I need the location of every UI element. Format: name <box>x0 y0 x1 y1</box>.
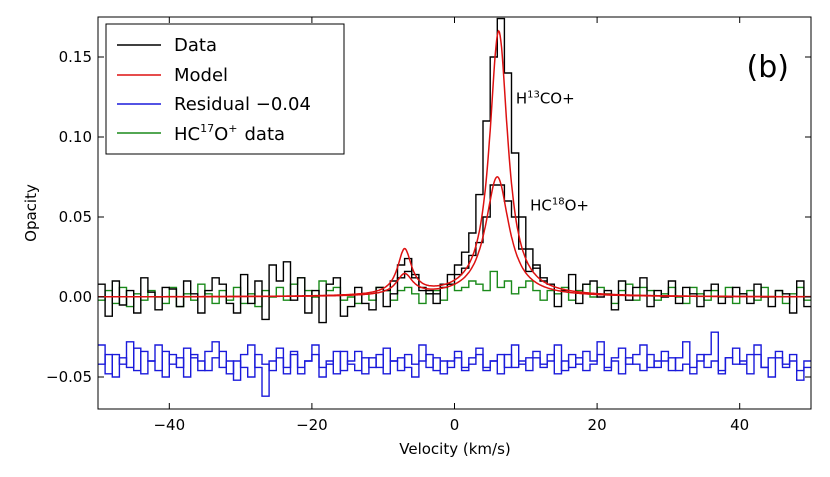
y-tick-label: 0.10 <box>59 128 92 146</box>
legend-hc17o-mid: O <box>214 124 228 145</box>
series-line-3 <box>98 331 811 397</box>
x-axis-label: Velocity (km/s) <box>399 440 510 458</box>
y-axis: −0.05 0.00 0.05 0.10 0.15 <box>46 48 811 386</box>
annotation-suffix: CO+ <box>540 89 575 107</box>
x-tick-label: 20 <box>588 416 607 434</box>
series-line-4 <box>98 347 811 381</box>
y-tick-label: 0.05 <box>59 208 92 226</box>
y-tick-label: 0.00 <box>59 288 92 306</box>
hc18o-annotation: HC18O+ <box>530 197 589 215</box>
annotation-suffix: O+ <box>565 197 589 215</box>
x-tick-label: 0 <box>450 416 460 434</box>
y-axis-label: Opacity <box>22 184 40 242</box>
x-tick-label: −40 <box>153 416 185 434</box>
y-tick-label: −0.05 <box>46 368 92 386</box>
legend-hc17o-main: HC <box>174 124 200 145</box>
annotation-superscript: 13 <box>527 89 540 100</box>
legend-hc17o-sup2: + <box>228 122 237 135</box>
x-tick-label: −20 <box>296 416 328 434</box>
model-curve-1 <box>98 175 811 298</box>
annotation-prefix: H <box>516 89 527 107</box>
h13co-annotation: H13CO+ <box>516 89 575 107</box>
panel-label: (b) <box>747 50 789 85</box>
y-tick-label: 0.15 <box>59 48 92 66</box>
x-tick-label: 40 <box>730 416 749 434</box>
legend-label-model: Model <box>174 65 228 86</box>
legend-label-hc17o: HC17O+ data <box>174 122 285 145</box>
legend-label-data: Data <box>174 35 217 56</box>
annotation-superscript: 18 <box>552 197 565 208</box>
legend: Data Model Residual −0.04 HC17O+ data <box>105 23 345 155</box>
legend-label-residual: Residual −0.04 <box>174 94 311 115</box>
legend-hc17o-sup: 17 <box>200 122 214 135</box>
annotation-prefix: HC <box>530 197 552 215</box>
legend-hc17o-tail: data <box>245 124 286 145</box>
x-axis: −40 −20 0 20 40 <box>153 17 749 434</box>
series-layer <box>98 17 811 397</box>
